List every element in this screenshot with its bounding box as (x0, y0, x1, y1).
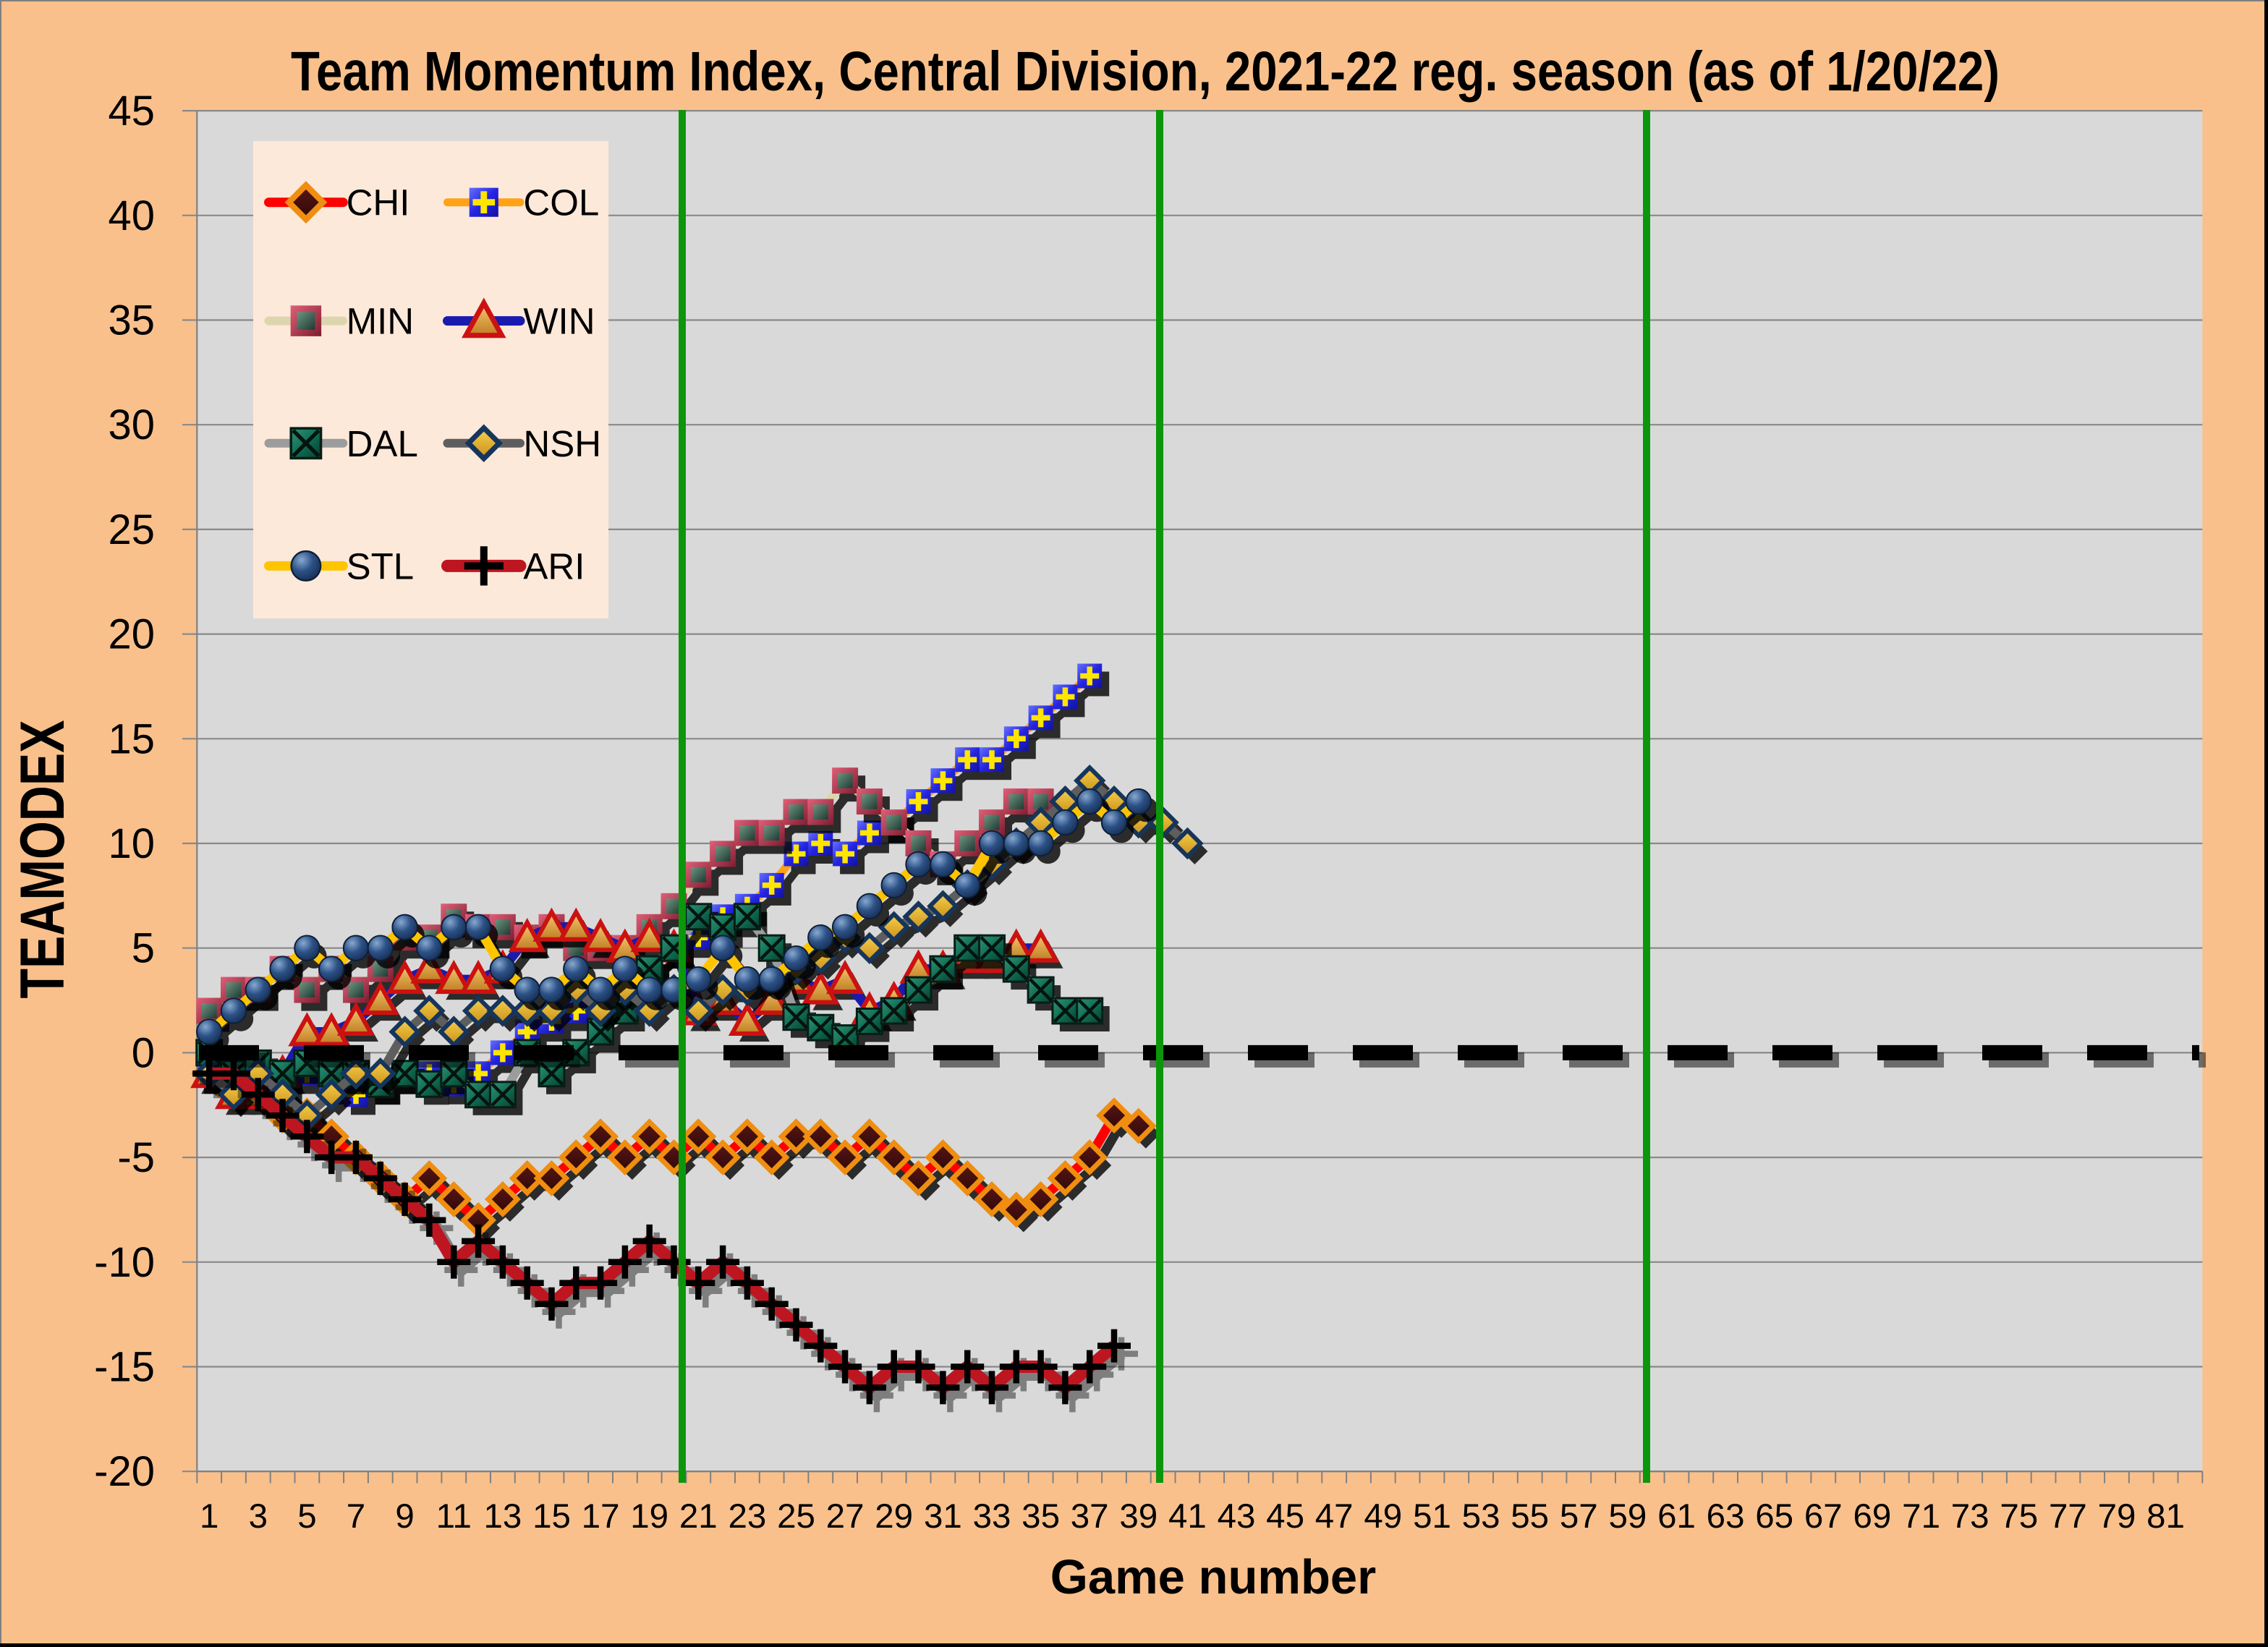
svg-text:-20: -20 (94, 1448, 155, 1495)
svg-text:15: 15 (532, 1497, 571, 1536)
svg-text:45: 45 (108, 88, 155, 135)
svg-text:41: 41 (1168, 1497, 1207, 1536)
svg-text:COL: COL (523, 182, 599, 224)
svg-text:STL: STL (347, 545, 415, 587)
svg-text:75: 75 (2000, 1497, 2038, 1536)
svg-text:63: 63 (1707, 1497, 1745, 1536)
svg-text:13: 13 (483, 1497, 522, 1536)
svg-text:79: 79 (2098, 1497, 2136, 1536)
svg-text:31: 31 (924, 1497, 962, 1536)
svg-text:19: 19 (630, 1497, 668, 1536)
svg-text:Team Momentum Index, Central D: Team Momentum Index, Central Division, 2… (291, 41, 2000, 103)
svg-text:55: 55 (1511, 1497, 1549, 1536)
svg-text:59: 59 (1608, 1497, 1647, 1536)
svg-text:30: 30 (108, 401, 155, 448)
svg-text:20: 20 (108, 611, 155, 658)
svg-text:Game number: Game number (1050, 1550, 1377, 1604)
svg-text:15: 15 (108, 715, 155, 762)
svg-text:35: 35 (108, 297, 155, 344)
svg-text:5: 5 (297, 1497, 316, 1536)
svg-text:39: 39 (1119, 1497, 1158, 1536)
svg-text:WIN: WIN (523, 301, 595, 342)
svg-text:65: 65 (1755, 1497, 1793, 1536)
svg-text:53: 53 (1462, 1497, 1500, 1536)
svg-text:ARI: ARI (523, 545, 585, 587)
svg-text:67: 67 (1804, 1497, 1843, 1536)
svg-text:TEAMODEX: TEAMODEX (8, 720, 77, 999)
svg-text:27: 27 (826, 1497, 865, 1536)
svg-text:45: 45 (1266, 1497, 1304, 1536)
svg-text:71: 71 (1902, 1497, 1940, 1536)
svg-text:35: 35 (1022, 1497, 1060, 1536)
svg-text:7: 7 (347, 1497, 365, 1536)
svg-text:43: 43 (1218, 1497, 1256, 1536)
svg-text:9: 9 (395, 1497, 414, 1536)
svg-text:57: 57 (1560, 1497, 1598, 1536)
svg-text:23: 23 (728, 1497, 766, 1536)
svg-text:49: 49 (1364, 1497, 1402, 1536)
svg-text:25: 25 (108, 506, 155, 553)
svg-text:40: 40 (108, 192, 155, 239)
svg-text:DAL: DAL (347, 423, 418, 464)
svg-text:69: 69 (1853, 1497, 1891, 1536)
svg-text:10: 10 (108, 820, 155, 867)
svg-text:29: 29 (875, 1497, 913, 1536)
svg-text:21: 21 (679, 1497, 718, 1536)
svg-text:77: 77 (2049, 1497, 2087, 1536)
svg-text:25: 25 (777, 1497, 815, 1536)
svg-text:81: 81 (2146, 1497, 2185, 1536)
svg-text:51: 51 (1413, 1497, 1451, 1536)
svg-text:0: 0 (132, 1029, 155, 1076)
svg-text:3: 3 (249, 1497, 268, 1536)
svg-text:-10: -10 (94, 1239, 155, 1286)
svg-text:-5: -5 (117, 1134, 155, 1181)
svg-text:47: 47 (1315, 1497, 1354, 1536)
svg-text:73: 73 (1951, 1497, 1989, 1536)
svg-text:5: 5 (132, 925, 155, 972)
svg-text:-15: -15 (94, 1344, 155, 1391)
svg-text:37: 37 (1071, 1497, 1109, 1536)
svg-text:CHI: CHI (347, 182, 410, 224)
svg-text:17: 17 (582, 1497, 620, 1536)
svg-text:1: 1 (200, 1497, 218, 1536)
svg-text:33: 33 (973, 1497, 1011, 1536)
svg-text:NSH: NSH (523, 423, 601, 464)
svg-text:11: 11 (436, 1497, 472, 1536)
svg-text:61: 61 (1657, 1497, 1696, 1536)
svg-text:MIN: MIN (347, 301, 414, 342)
